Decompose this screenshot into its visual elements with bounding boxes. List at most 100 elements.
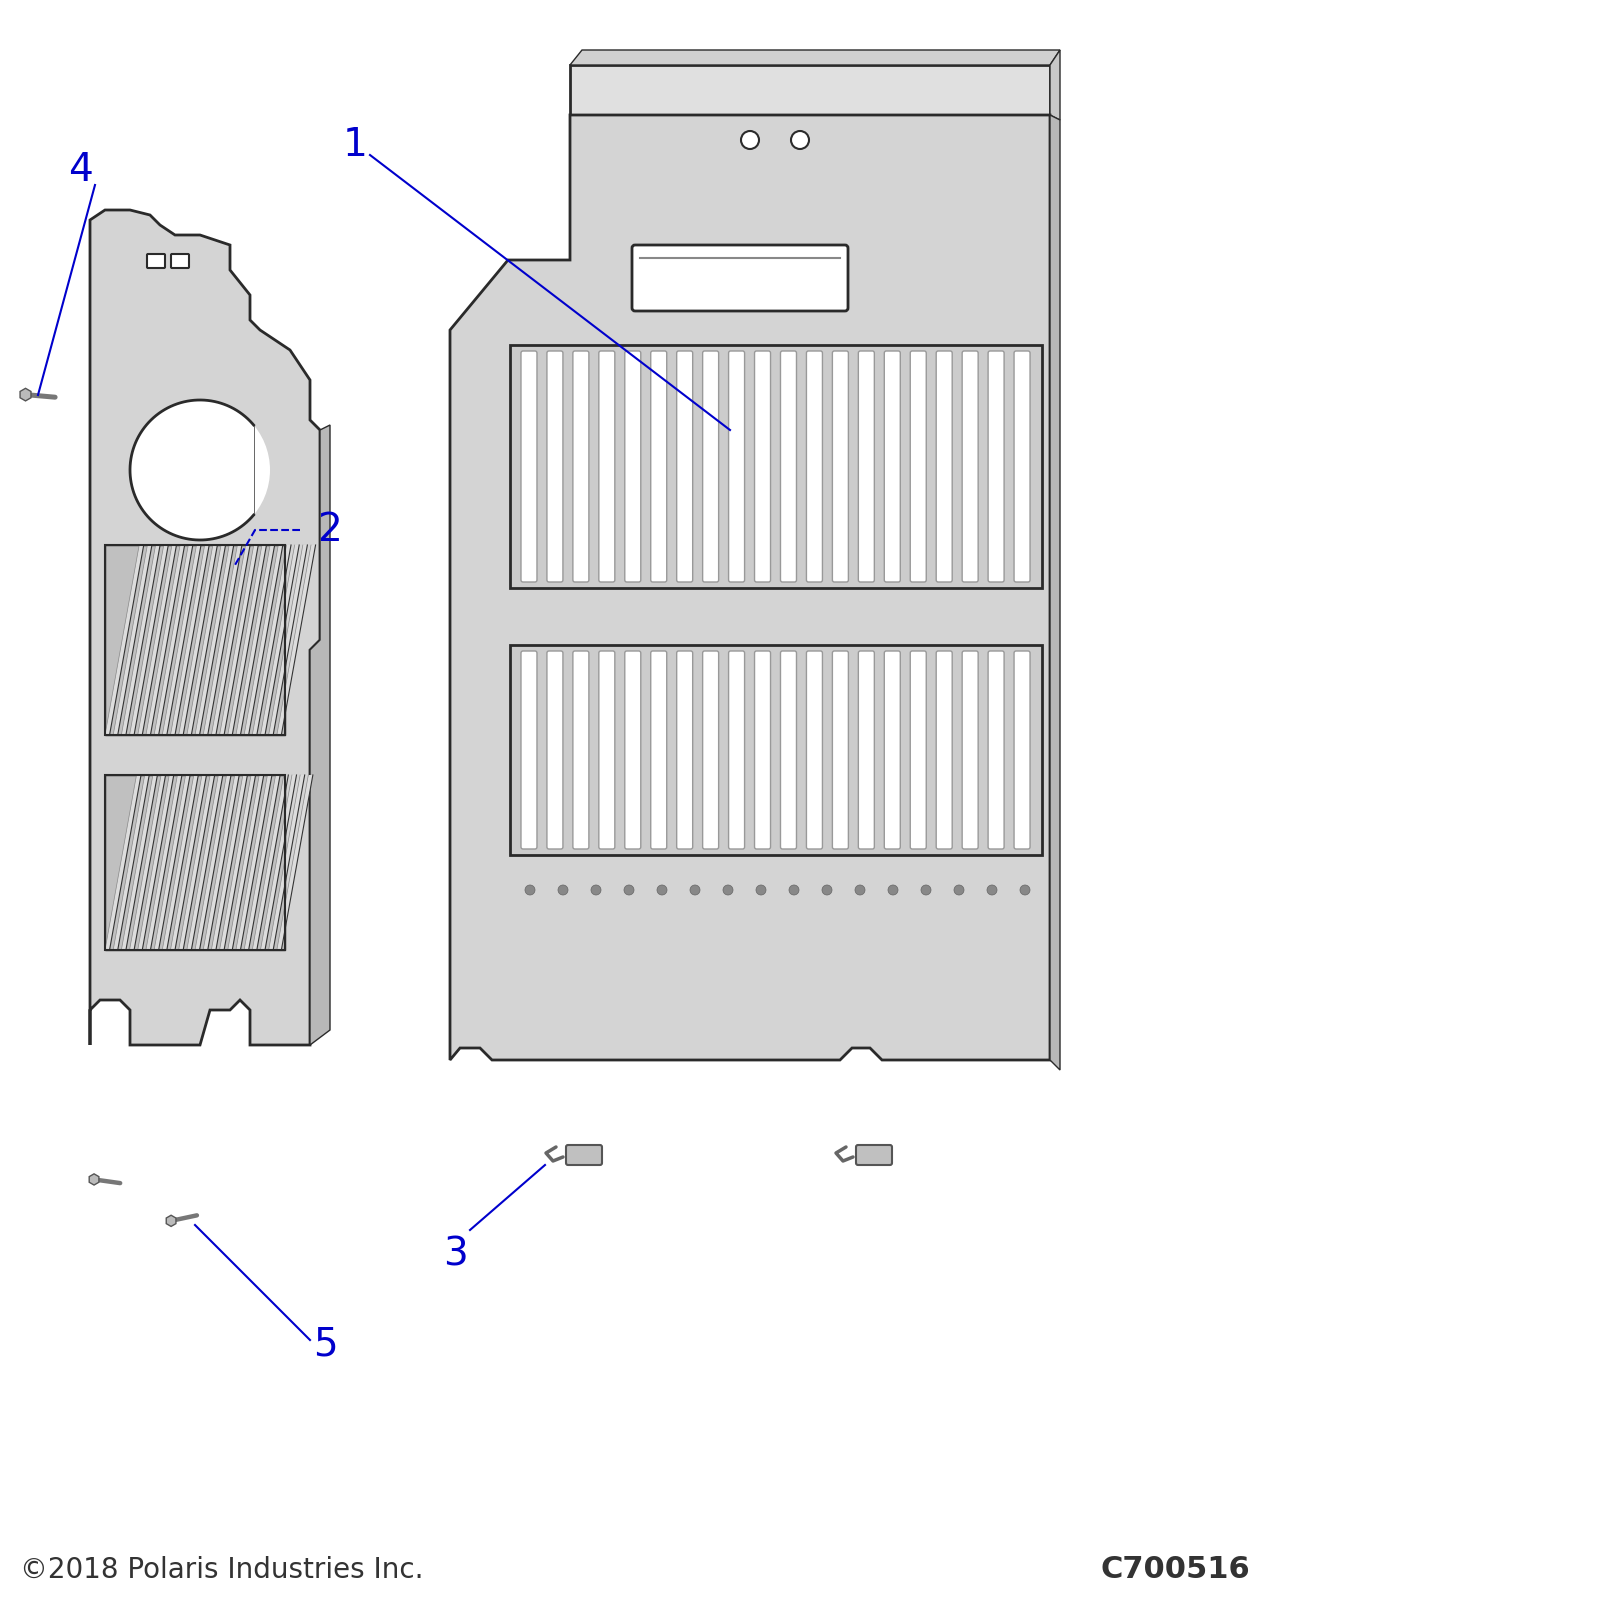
Bar <box>106 546 285 734</box>
FancyBboxPatch shape <box>624 651 640 850</box>
Circle shape <box>130 400 270 541</box>
Polygon shape <box>450 115 1050 1059</box>
FancyBboxPatch shape <box>832 350 848 582</box>
Text: C700516: C700516 <box>1101 1555 1250 1584</box>
Polygon shape <box>235 774 272 950</box>
FancyBboxPatch shape <box>651 350 667 582</box>
Bar <box>510 346 1042 587</box>
Circle shape <box>954 885 963 894</box>
FancyBboxPatch shape <box>677 651 693 850</box>
Polygon shape <box>122 546 160 734</box>
Circle shape <box>558 885 568 894</box>
Polygon shape <box>235 546 275 734</box>
Polygon shape <box>21 389 30 402</box>
Text: 5: 5 <box>312 1326 338 1363</box>
FancyBboxPatch shape <box>806 350 822 582</box>
Polygon shape <box>211 546 250 734</box>
Circle shape <box>658 885 667 894</box>
Polygon shape <box>261 774 296 950</box>
Polygon shape <box>245 774 280 950</box>
Polygon shape <box>162 546 202 734</box>
FancyBboxPatch shape <box>573 350 589 582</box>
FancyBboxPatch shape <box>781 651 797 850</box>
Polygon shape <box>1050 50 1059 120</box>
Polygon shape <box>570 50 1059 66</box>
Polygon shape <box>179 774 214 950</box>
FancyBboxPatch shape <box>755 651 771 850</box>
FancyBboxPatch shape <box>1014 350 1030 582</box>
FancyBboxPatch shape <box>573 651 589 850</box>
Circle shape <box>624 885 634 894</box>
Circle shape <box>888 885 898 894</box>
FancyBboxPatch shape <box>936 350 952 582</box>
Circle shape <box>790 131 810 149</box>
Polygon shape <box>162 774 198 950</box>
Polygon shape <box>1050 115 1059 1070</box>
FancyBboxPatch shape <box>806 651 822 850</box>
FancyBboxPatch shape <box>728 651 744 850</box>
Polygon shape <box>245 546 283 734</box>
Bar <box>106 774 285 950</box>
FancyBboxPatch shape <box>522 350 538 582</box>
FancyBboxPatch shape <box>547 651 563 850</box>
Text: 4: 4 <box>67 150 93 189</box>
Polygon shape <box>277 546 315 734</box>
FancyBboxPatch shape <box>781 350 797 582</box>
Polygon shape <box>90 1174 99 1186</box>
FancyBboxPatch shape <box>989 651 1005 850</box>
FancyBboxPatch shape <box>547 350 563 582</box>
Polygon shape <box>138 546 176 734</box>
FancyBboxPatch shape <box>962 651 978 850</box>
Polygon shape <box>171 774 206 950</box>
FancyBboxPatch shape <box>989 350 1005 582</box>
Polygon shape <box>114 774 149 950</box>
FancyBboxPatch shape <box>832 651 848 850</box>
FancyBboxPatch shape <box>728 350 744 582</box>
Polygon shape <box>227 546 267 734</box>
Polygon shape <box>138 774 174 950</box>
Polygon shape <box>114 546 152 734</box>
Polygon shape <box>146 546 184 734</box>
Circle shape <box>922 885 931 894</box>
Bar <box>510 645 1042 854</box>
Polygon shape <box>122 774 157 950</box>
Polygon shape <box>211 774 248 950</box>
FancyBboxPatch shape <box>858 350 874 582</box>
FancyBboxPatch shape <box>624 350 640 582</box>
FancyBboxPatch shape <box>702 350 718 582</box>
Polygon shape <box>171 546 210 734</box>
Polygon shape <box>219 546 258 734</box>
Polygon shape <box>277 774 314 950</box>
Circle shape <box>723 885 733 894</box>
Polygon shape <box>106 546 144 734</box>
Circle shape <box>789 885 798 894</box>
Polygon shape <box>269 774 304 950</box>
FancyBboxPatch shape <box>566 1146 602 1165</box>
FancyBboxPatch shape <box>856 1146 893 1165</box>
FancyBboxPatch shape <box>598 651 614 850</box>
Text: 2: 2 <box>318 510 342 549</box>
Circle shape <box>987 885 997 894</box>
Text: 1: 1 <box>342 126 368 165</box>
Circle shape <box>822 885 832 894</box>
Polygon shape <box>195 546 234 734</box>
Polygon shape <box>154 774 190 950</box>
Circle shape <box>854 885 866 894</box>
Polygon shape <box>203 774 240 950</box>
Polygon shape <box>195 774 230 950</box>
FancyBboxPatch shape <box>885 651 901 850</box>
FancyBboxPatch shape <box>147 254 165 267</box>
FancyBboxPatch shape <box>910 350 926 582</box>
FancyBboxPatch shape <box>962 350 978 582</box>
Polygon shape <box>106 774 141 950</box>
Text: ©2018 Polaris Industries Inc.: ©2018 Polaris Industries Inc. <box>19 1555 424 1584</box>
FancyBboxPatch shape <box>1014 651 1030 850</box>
Circle shape <box>757 885 766 894</box>
Polygon shape <box>253 774 288 950</box>
Circle shape <box>690 885 701 894</box>
FancyBboxPatch shape <box>936 651 952 850</box>
Bar <box>106 774 285 950</box>
FancyBboxPatch shape <box>651 651 667 850</box>
FancyBboxPatch shape <box>702 651 718 850</box>
FancyBboxPatch shape <box>598 350 614 582</box>
